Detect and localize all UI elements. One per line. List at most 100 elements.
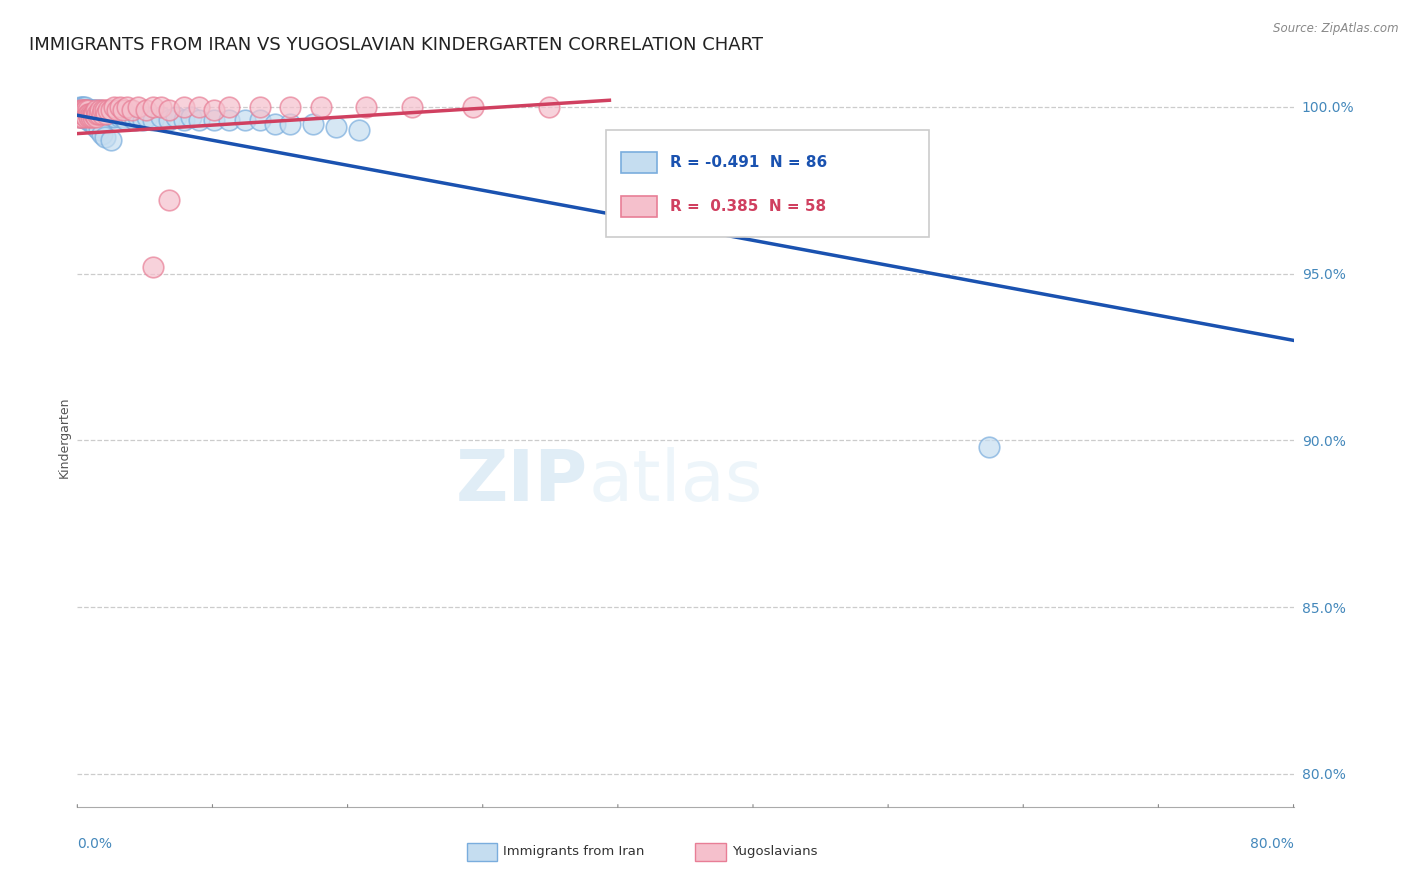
Point bbox=[79, 110, 101, 124]
Point bbox=[111, 103, 134, 118]
Point bbox=[302, 117, 325, 131]
Point bbox=[98, 110, 121, 124]
Point bbox=[83, 117, 105, 131]
Point bbox=[135, 103, 157, 118]
Point bbox=[83, 103, 105, 118]
Point bbox=[249, 113, 271, 128]
Point bbox=[79, 106, 101, 120]
Point bbox=[73, 106, 96, 120]
Point bbox=[72, 103, 94, 118]
Point bbox=[72, 103, 94, 118]
Point bbox=[157, 113, 180, 128]
Point bbox=[202, 113, 225, 128]
Point bbox=[73, 110, 96, 124]
FancyBboxPatch shape bbox=[606, 130, 929, 237]
Point bbox=[537, 100, 560, 114]
Point bbox=[73, 103, 96, 118]
Point bbox=[97, 106, 120, 120]
Point bbox=[72, 110, 94, 124]
Point bbox=[100, 106, 122, 120]
Point bbox=[75, 103, 97, 118]
Point bbox=[173, 100, 195, 114]
Point bbox=[80, 103, 103, 118]
Point bbox=[70, 110, 93, 124]
Point bbox=[108, 110, 131, 124]
Y-axis label: Kindergarten: Kindergarten bbox=[58, 396, 70, 478]
Point bbox=[72, 100, 94, 114]
Point bbox=[70, 103, 93, 118]
Point bbox=[124, 113, 146, 128]
Point bbox=[979, 440, 1001, 454]
Point bbox=[70, 100, 93, 114]
Point bbox=[100, 103, 122, 118]
Text: IMMIGRANTS FROM IRAN VS YUGOSLAVIAN KINDERGARTEN CORRELATION CHART: IMMIGRANTS FROM IRAN VS YUGOSLAVIAN KIND… bbox=[28, 37, 762, 54]
Point bbox=[90, 106, 112, 120]
Point bbox=[149, 110, 172, 124]
Point bbox=[77, 106, 100, 120]
Point bbox=[115, 113, 138, 128]
Point bbox=[461, 100, 484, 114]
Point bbox=[188, 113, 211, 128]
Point bbox=[120, 110, 142, 124]
Point bbox=[70, 106, 93, 120]
Point bbox=[218, 100, 240, 114]
Point bbox=[87, 106, 110, 120]
Point bbox=[83, 106, 105, 120]
Point bbox=[77, 106, 100, 120]
Point bbox=[157, 194, 180, 208]
Point bbox=[103, 106, 125, 120]
Point bbox=[93, 106, 115, 120]
Point bbox=[180, 110, 202, 124]
Point bbox=[73, 106, 96, 120]
Point bbox=[67, 110, 90, 124]
Text: atlas: atlas bbox=[588, 447, 762, 516]
Point bbox=[105, 103, 128, 118]
Point bbox=[101, 110, 124, 124]
Point bbox=[75, 110, 97, 124]
Point bbox=[70, 110, 93, 124]
Point bbox=[86, 106, 108, 120]
Point bbox=[264, 117, 287, 131]
Point bbox=[347, 123, 370, 137]
Point bbox=[77, 113, 100, 128]
Point bbox=[93, 130, 115, 145]
Point bbox=[84, 106, 107, 120]
Point bbox=[75, 110, 97, 124]
Point bbox=[67, 106, 90, 120]
Point bbox=[80, 113, 103, 128]
Point bbox=[136, 110, 159, 124]
Point bbox=[89, 103, 111, 118]
Point bbox=[218, 113, 240, 128]
Point bbox=[96, 106, 118, 120]
Point bbox=[325, 120, 347, 134]
Point bbox=[77, 103, 100, 118]
Point bbox=[142, 100, 165, 114]
Bar bbox=[621, 152, 658, 173]
Point bbox=[188, 100, 211, 114]
Point bbox=[100, 133, 122, 147]
Point bbox=[142, 260, 165, 274]
Point bbox=[249, 100, 271, 114]
Point bbox=[72, 106, 94, 120]
Point bbox=[165, 110, 187, 124]
Point bbox=[82, 103, 104, 118]
Point bbox=[89, 103, 111, 118]
Point bbox=[82, 110, 104, 124]
Point bbox=[91, 110, 114, 124]
Point bbox=[127, 110, 149, 124]
Point bbox=[97, 103, 120, 118]
Point bbox=[72, 110, 94, 124]
Text: 80.0%: 80.0% bbox=[1250, 837, 1294, 851]
Point bbox=[73, 100, 96, 114]
Point bbox=[84, 110, 107, 124]
Point bbox=[73, 103, 96, 118]
Point bbox=[103, 100, 125, 114]
Point bbox=[67, 106, 90, 120]
Point bbox=[96, 110, 118, 124]
Point bbox=[91, 103, 114, 118]
Point bbox=[93, 103, 115, 118]
Point bbox=[84, 120, 107, 134]
Point bbox=[83, 110, 105, 124]
Point bbox=[69, 110, 91, 124]
Point bbox=[77, 103, 100, 118]
